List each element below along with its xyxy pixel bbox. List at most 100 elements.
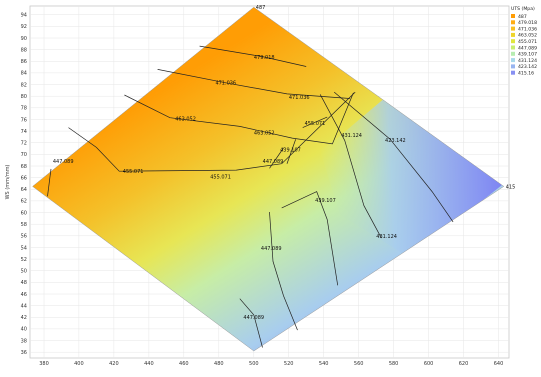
y-tick-label: 70 bbox=[21, 152, 27, 158]
x-tick-label: 620 bbox=[459, 361, 469, 367]
contour-label: 471.036 bbox=[289, 95, 310, 101]
contour-line bbox=[286, 139, 297, 164]
legend-swatch bbox=[511, 39, 515, 44]
contour-line bbox=[302, 116, 328, 128]
y-tick-label: 90 bbox=[21, 36, 27, 42]
y-tick-label: 76 bbox=[21, 117, 27, 123]
y-tick-label: 74 bbox=[21, 129, 27, 135]
legend-swatch bbox=[511, 58, 515, 63]
vertex-labels: 487 415 bbox=[256, 5, 516, 190]
y-tick-label: 38 bbox=[21, 338, 27, 344]
contour-label: 423.142 bbox=[385, 138, 406, 144]
y-tick-label: 36 bbox=[21, 350, 27, 356]
y-axis-ticks: 36 38 40 42 44 46 48 50 52 54 56 58 60 62 64 66 68 70 72 74… bbox=[21, 13, 27, 357]
y-tick-label: 58 bbox=[21, 222, 27, 228]
y-tick-label: 42 bbox=[21, 315, 27, 321]
contour-label: 447.089 bbox=[261, 246, 282, 252]
y-tick-label: 84 bbox=[21, 71, 27, 77]
y-tick-label: 52 bbox=[21, 257, 27, 263]
y-tick-label: 88 bbox=[21, 47, 27, 53]
legend-label: 471.036 bbox=[518, 26, 537, 32]
y-tick-label: 54 bbox=[21, 245, 27, 251]
x-axis-ticks: 380 400 420 440 460 480 500 520 540 560 580 600 620 6… bbox=[39, 361, 503, 367]
y-tick-label: 40 bbox=[21, 327, 27, 333]
x-tick-label: 480 bbox=[214, 361, 224, 367]
y-tick-label: 72 bbox=[21, 141, 27, 147]
legend-label: 423.142 bbox=[518, 64, 537, 70]
y-tick-label: 44 bbox=[21, 303, 27, 309]
legend-title: UTS (Mpa) bbox=[511, 6, 535, 12]
legend-swatch bbox=[511, 64, 515, 69]
contour-label: 455.071 bbox=[305, 121, 326, 127]
y-tick-label: 46 bbox=[21, 292, 27, 298]
x-tick-label: 600 bbox=[424, 361, 434, 367]
y-tick-label: 50 bbox=[21, 269, 27, 275]
legend-label: 479.018 bbox=[518, 20, 537, 26]
region-outline bbox=[32, 6, 505, 352]
y-tick-label: 92 bbox=[21, 24, 27, 30]
legend-label: 455.071 bbox=[518, 39, 537, 45]
contour-label: 447.089 bbox=[263, 159, 284, 165]
y-tick-label: 66 bbox=[21, 175, 27, 181]
x-tick-label: 560 bbox=[354, 361, 364, 367]
contour-lines bbox=[47, 45, 454, 348]
legend-label: 415.16 bbox=[518, 71, 534, 77]
contour-line bbox=[68, 91, 356, 172]
x-tick-label: 440 bbox=[144, 361, 154, 367]
x-tick-label: 400 bbox=[74, 361, 84, 367]
y-tick-label: 56 bbox=[21, 234, 27, 240]
y-tick-label: 48 bbox=[21, 280, 27, 286]
y-tick-label: 62 bbox=[21, 199, 27, 205]
contour-line bbox=[199, 45, 307, 67]
contour-line bbox=[157, 69, 350, 99]
legend-label: 463.052 bbox=[518, 33, 537, 39]
x-tick-label: 380 bbox=[39, 361, 49, 367]
y-tick-label: 86 bbox=[21, 59, 27, 65]
legend-swatch bbox=[511, 32, 515, 37]
y-axis-label: WS (mm/mm) bbox=[5, 165, 11, 200]
legend-label: 487 bbox=[518, 14, 527, 20]
contour-line bbox=[333, 91, 454, 223]
contour-label: 431.124 bbox=[376, 234, 397, 240]
legend-swatch bbox=[511, 70, 515, 75]
contour-label: 439.107 bbox=[315, 198, 336, 204]
legend-items: 487479.018471.036463.052455.071447.08943… bbox=[511, 14, 537, 77]
y-tick-label: 82 bbox=[21, 82, 27, 88]
y-tick-label: 94 bbox=[21, 13, 27, 19]
contour-label: 479.018 bbox=[254, 55, 275, 61]
y-tick-label: 64 bbox=[21, 187, 27, 193]
legend-swatch bbox=[511, 20, 515, 25]
y-tick-label: 78 bbox=[21, 106, 27, 112]
contour-line bbox=[281, 191, 339, 286]
legend: UTS (Mpa) 487479.018471.036463.052455.07… bbox=[511, 6, 537, 77]
legend-label: 431.124 bbox=[518, 58, 537, 64]
contour-label: 455.071 bbox=[210, 175, 231, 181]
contour-label: 447.089 bbox=[53, 159, 74, 165]
x-tick-label: 580 bbox=[389, 361, 399, 367]
legend-swatch bbox=[511, 45, 515, 50]
legend-swatch bbox=[511, 51, 515, 56]
x-tick-label: 520 bbox=[284, 361, 294, 367]
contour-label: 439.107 bbox=[280, 147, 301, 153]
legend-label: 439.107 bbox=[518, 52, 537, 58]
contour-line bbox=[47, 168, 52, 197]
legend-label: 447.089 bbox=[518, 45, 537, 51]
contour-label: 463.052 bbox=[254, 130, 275, 136]
vertex-label: 415 bbox=[506, 184, 516, 190]
contour-label: 471.036 bbox=[215, 80, 236, 86]
contour-label: 447.089 bbox=[243, 315, 264, 321]
contour-line bbox=[124, 92, 354, 145]
x-tick-label: 640 bbox=[494, 361, 504, 367]
contour-labels: 479.018 471.036 471.036 463.052 463.052 455.0… bbox=[53, 55, 406, 321]
contour-label: 431.124 bbox=[341, 133, 362, 139]
y-tick-label: 68 bbox=[21, 164, 27, 170]
legend-swatch bbox=[511, 14, 515, 18]
x-tick-label: 420 bbox=[109, 361, 119, 367]
vertex-label: 487 bbox=[256, 5, 266, 11]
y-tick-label: 80 bbox=[21, 94, 27, 100]
x-tick-label: 500 bbox=[249, 361, 259, 367]
contour-label: 463.052 bbox=[175, 116, 196, 122]
x-tick-label: 540 bbox=[319, 361, 329, 367]
